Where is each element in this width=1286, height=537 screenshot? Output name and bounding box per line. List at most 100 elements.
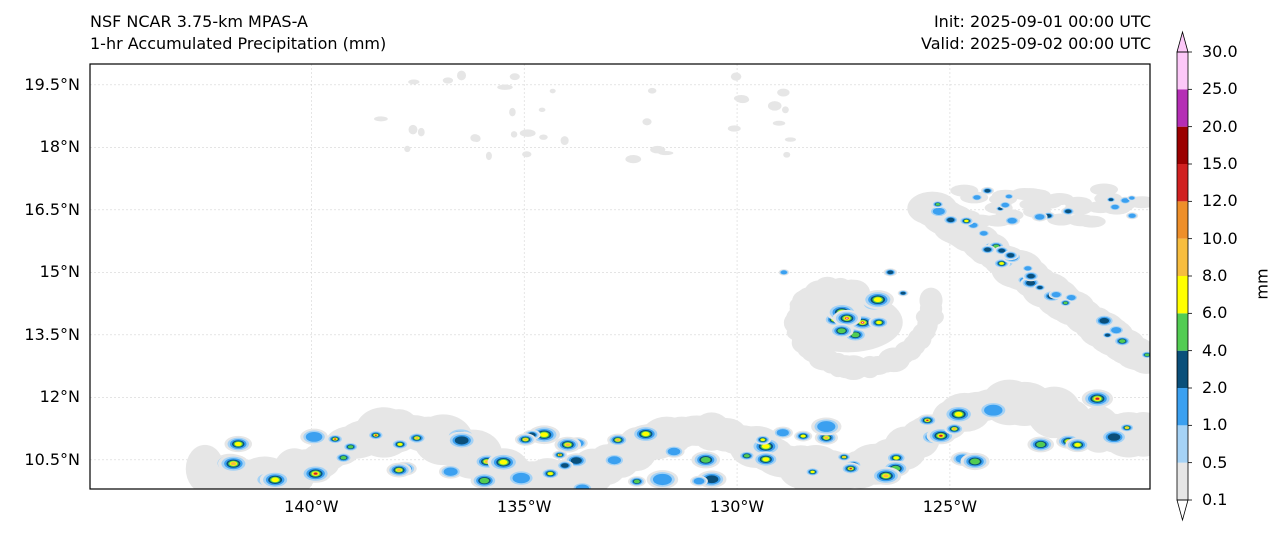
precip-cell: [932, 207, 945, 215]
precip-cell: [873, 297, 882, 303]
precip-cell: [479, 477, 490, 484]
light-precip-area: [772, 120, 786, 126]
precip-cell: [883, 474, 889, 478]
light-precip-area: [784, 137, 797, 142]
precip-cell: [305, 431, 323, 442]
light-precip-area: [647, 87, 657, 94]
precip-cell: [1035, 214, 1045, 220]
light-precip-area: [642, 118, 652, 126]
precip-cell: [973, 195, 981, 200]
colorbar-level-label: 1.0: [1202, 415, 1228, 435]
precip-cell: [824, 436, 829, 439]
precip-cell: [558, 454, 561, 456]
precip-cell: [1111, 327, 1122, 334]
precip-cell: [547, 472, 553, 476]
lat-tick-label: 13.5°N: [24, 324, 80, 344]
light-precip-area: [650, 145, 666, 154]
light-precip-area: [1090, 183, 1119, 196]
precip-cell: [761, 444, 770, 449]
colorbar-swatch: [1177, 425, 1188, 463]
light-precip-area: [509, 73, 520, 81]
precip-cell: [817, 421, 836, 432]
colorbar-swatch: [1177, 164, 1188, 202]
precip-cell: [313, 472, 318, 475]
light-precip-area: [1064, 196, 1093, 209]
precip-cell: [1121, 198, 1130, 203]
light-precip-area: [730, 72, 742, 81]
precip-cell: [810, 470, 815, 474]
colorbar-swatch: [1177, 313, 1188, 351]
precip-cell: [234, 441, 242, 447]
colorbar-level-label: 4.0: [1202, 340, 1228, 360]
lon-tick-label: 140°W: [284, 497, 339, 516]
precip-cell: [893, 456, 899, 460]
precip-cell: [1144, 353, 1150, 357]
precip-cell: [340, 455, 347, 460]
light-precip-area: [473, 134, 481, 143]
colorbar-swatch: [1177, 201, 1188, 239]
precip-cell: [454, 436, 469, 445]
precip-cell: [1125, 426, 1129, 429]
colorbar-level-label: 25.0: [1202, 79, 1238, 99]
precip-cell: [837, 328, 846, 334]
precip-cell: [1051, 291, 1061, 298]
precip-cell: [540, 432, 549, 438]
precip-cell: [743, 454, 750, 458]
precip-cell: [1129, 196, 1135, 200]
colorbar-swatch: [1177, 350, 1188, 388]
precip-cell: [998, 248, 1006, 253]
precip-cell: [396, 468, 402, 472]
light-precip-area: [519, 129, 536, 137]
colorbar-level-label: 8.0: [1202, 266, 1228, 285]
colorbar-swatch: [1177, 126, 1188, 164]
precip-cell: [780, 270, 788, 275]
precip-cell: [1104, 333, 1111, 337]
lon-tick-label: 125°W: [922, 497, 978, 516]
precip-cell: [887, 270, 894, 275]
light-precip-area: [727, 125, 741, 132]
map-header-left: NSF NCAR 3.75-km MPAS-A 1-hr Accumulated…: [90, 11, 386, 55]
colorbar-swatch: [1177, 276, 1188, 314]
field-title: 1-hr Accumulated Precipitation (mm): [90, 34, 387, 53]
light-precip-area: [408, 124, 418, 135]
light-precip-area: [733, 95, 749, 102]
lat-tick-label: 12°N: [39, 387, 80, 407]
precip-cell: [397, 443, 403, 446]
precip-cell: [700, 456, 711, 463]
precip-cell: [964, 219, 969, 223]
light-precip-area: [408, 79, 420, 85]
light-precip-area: [522, 151, 532, 158]
precip-cell: [415, 436, 419, 440]
map-header-right: Init: 2025-09-01 00:00 UTC Valid: 2025-0…: [921, 11, 1151, 55]
precip-cell: [1095, 397, 1100, 400]
light-precip-area: [560, 136, 569, 145]
lon-tick-label: 135°W: [497, 497, 552, 516]
precip-cell: [1099, 317, 1110, 324]
precip-cell: [642, 431, 650, 437]
precip-cell: [1063, 301, 1068, 305]
precip-cell: [1037, 285, 1043, 290]
light-precip-area: [456, 70, 467, 81]
precip-cell: [652, 473, 672, 486]
colorbar-unit: mm: [1252, 268, 1272, 300]
precip-cell: [565, 443, 571, 447]
valid-time: Valid: 2025-09-02 00:00 UTC: [920, 34, 1151, 53]
precipitation-field: [185, 70, 1150, 489]
colorbar-level-label: 12.0: [1202, 191, 1238, 211]
precip-cell: [271, 477, 279, 483]
colorbar-level-label: 15.0: [1202, 154, 1238, 173]
light-precip-area: [1077, 215, 1106, 228]
precip-cell: [800, 434, 806, 438]
precip-cell: [523, 438, 528, 441]
light-precip-area: [625, 154, 642, 164]
lat-tick-label: 16.5°N: [24, 199, 80, 219]
precip-cell: [1036, 441, 1046, 448]
light-precip-area: [538, 107, 546, 112]
light-precip-area: [485, 151, 492, 161]
colorbar-level-label: 0.5: [1202, 452, 1228, 472]
colorbar-level-label: 20.0: [1202, 116, 1238, 136]
light-precip-area: [1121, 411, 1150, 457]
precip-cell: [1108, 198, 1114, 201]
colorbar-swatch: [1177, 388, 1188, 426]
